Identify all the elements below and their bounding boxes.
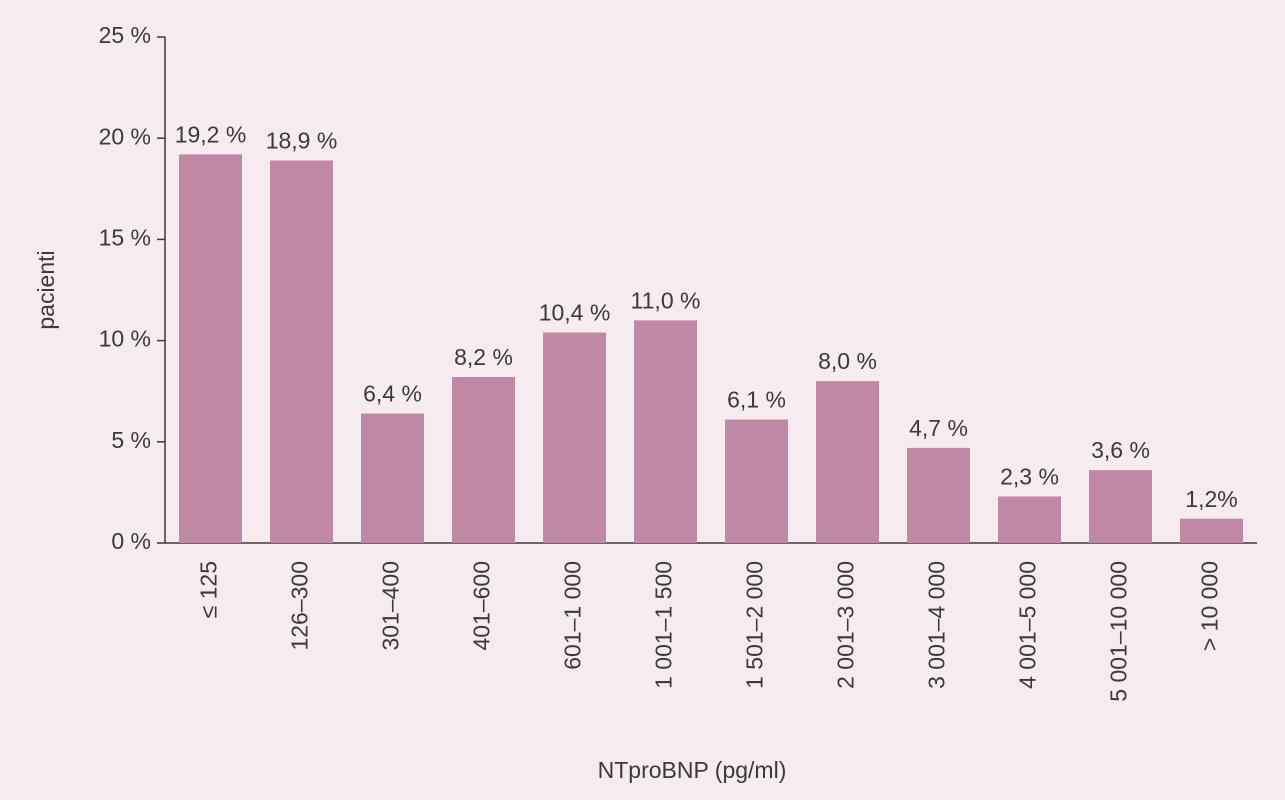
y-tick-label: 20 % xyxy=(99,123,151,149)
value-label: 8,0 % xyxy=(818,348,877,374)
x-tick-label: 4 001–5 000 xyxy=(1015,561,1041,689)
bar xyxy=(907,447,970,543)
value-label: 6,4 % xyxy=(363,381,422,407)
value-label: 10,4 % xyxy=(539,300,611,326)
y-tick-label: 0 % xyxy=(111,528,151,554)
x-tick-label: 301–400 xyxy=(378,561,404,651)
bar xyxy=(998,496,1061,543)
x-tick-label: 3 001–4 000 xyxy=(924,561,950,689)
x-tick-label: 5 001–10 000 xyxy=(1106,561,1132,702)
value-label: 1,2% xyxy=(1185,486,1237,512)
x-tick-label: 126–300 xyxy=(287,561,313,651)
y-axis-label: pacienti xyxy=(33,250,59,329)
x-tick-label: 1 001–1 500 xyxy=(651,561,677,689)
x-tick-label: 2 001–3 000 xyxy=(833,561,859,689)
x-tick-label: > 10 000 xyxy=(1197,561,1223,651)
bar xyxy=(1089,470,1152,543)
bar xyxy=(543,332,606,543)
value-label: 11,0 % xyxy=(631,287,701,313)
value-label: 19,2 % xyxy=(175,121,247,147)
value-label: 8,2 % xyxy=(454,344,513,370)
bar xyxy=(270,160,333,544)
bar xyxy=(452,377,515,543)
x-tick-label: 1 501–2 000 xyxy=(742,561,768,689)
x-axis-label: NTproBNP (pg/ml) xyxy=(598,757,787,783)
y-tick-label: 10 % xyxy=(99,326,151,352)
bar xyxy=(361,413,424,543)
bar xyxy=(179,154,242,543)
x-tick-label: ≤ 125 xyxy=(196,561,222,618)
value-label: 6,1 % xyxy=(727,387,786,413)
value-label: 4,7 % xyxy=(909,415,968,441)
y-tick-label: 15 % xyxy=(99,224,151,250)
bar xyxy=(816,381,879,543)
bar xyxy=(1180,518,1243,543)
y-tick-label: 5 % xyxy=(111,427,151,453)
x-tick-label: 401–600 xyxy=(469,561,495,651)
bar xyxy=(725,419,788,543)
x-tick-label: 601–1 000 xyxy=(560,561,586,670)
bar xyxy=(634,320,697,543)
value-label: 3,6 % xyxy=(1091,437,1150,463)
y-tick-label: 25 % xyxy=(99,22,151,48)
value-label: 2,3 % xyxy=(1000,464,1059,490)
value-label: 18,9 % xyxy=(266,128,338,154)
